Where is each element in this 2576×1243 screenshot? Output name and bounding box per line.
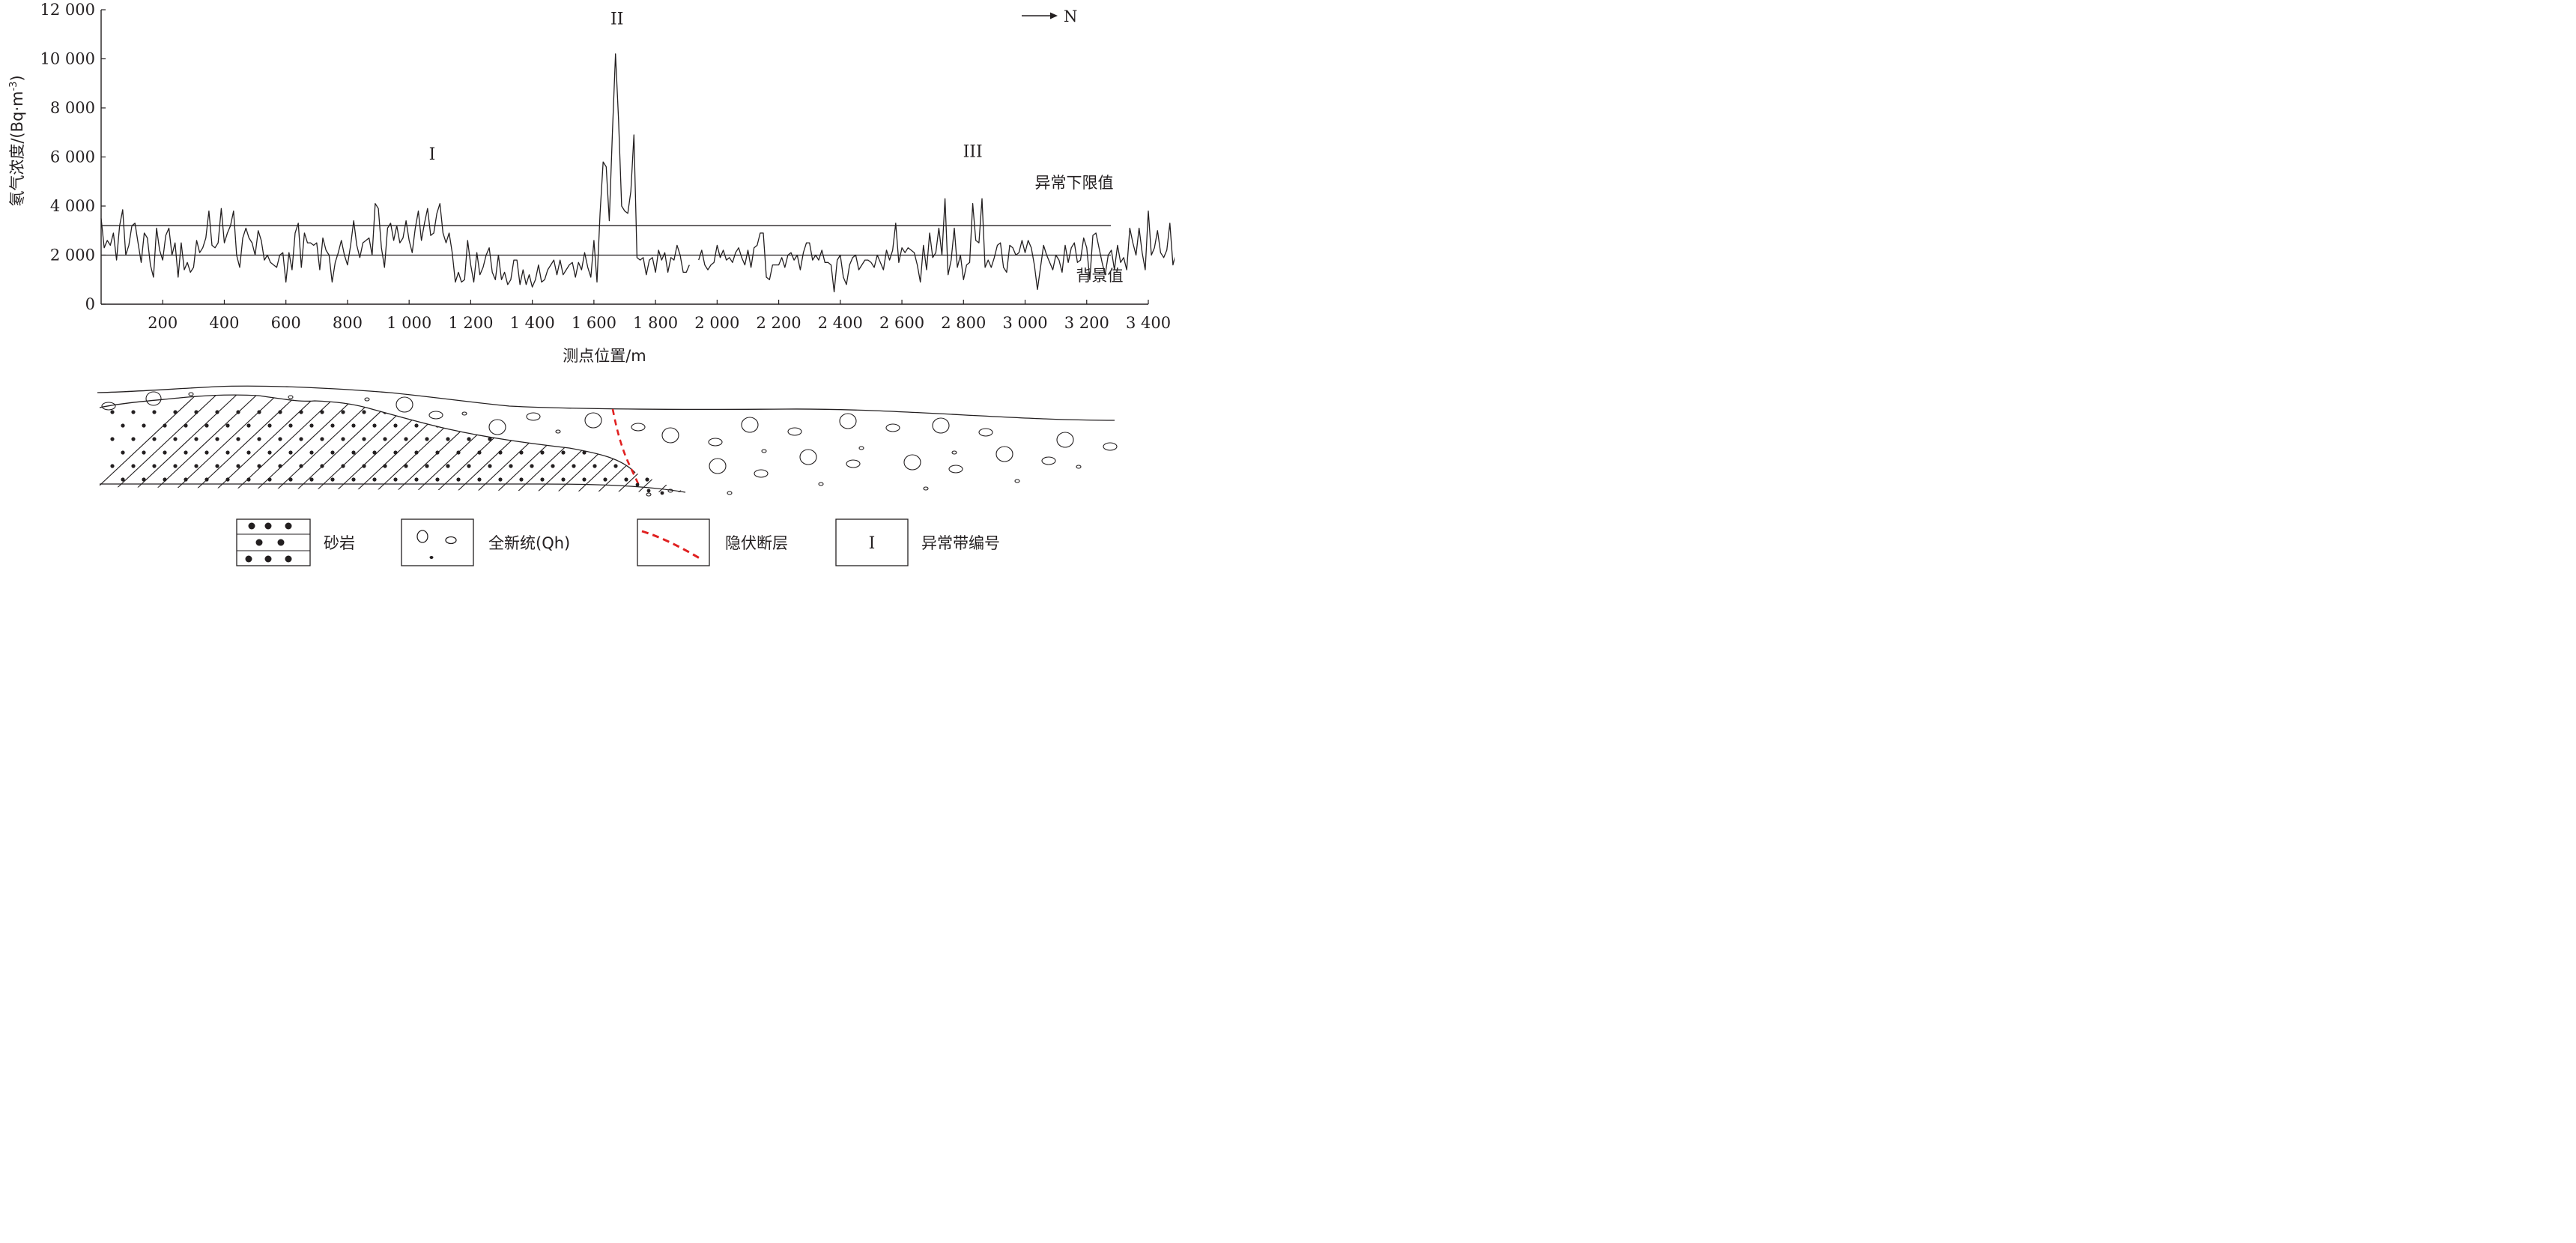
y-tick-label: 12 000 bbox=[40, 1, 95, 19]
y-tick-label: 10 000 bbox=[40, 50, 95, 68]
x-tick-label: 800 bbox=[333, 314, 363, 332]
x-ticks: 200 400 600 800 1 000 1 200 1 400 1 600 1 800 2 0… bbox=[148, 300, 1171, 332]
x-tick-label: 2 400 bbox=[818, 314, 863, 332]
legend-item-anomaly-id: I 异常带编号 bbox=[835, 518, 1000, 566]
x-tick-label: 2 800 bbox=[941, 314, 986, 332]
anomaly-zone-label: III bbox=[963, 143, 983, 162]
x-tick-label: 1 800 bbox=[633, 314, 678, 332]
x-tick-label: 2 600 bbox=[879, 314, 924, 332]
hidden-fault-line bbox=[611, 408, 640, 486]
legend-label-anomaly-id: 异常带编号 bbox=[921, 534, 1000, 552]
anomaly-zone-label: II bbox=[610, 10, 623, 29]
x-tick-label: 2 200 bbox=[757, 314, 801, 332]
x-tick-label: 1 000 bbox=[387, 314, 431, 332]
anomaly-zone-label: I bbox=[429, 145, 436, 164]
y-tick-label: 8 000 bbox=[50, 99, 95, 117]
radon-series-line bbox=[698, 198, 1175, 293]
x-tick-label: 3 200 bbox=[1064, 314, 1109, 332]
x-axis-label: 测点位置/m bbox=[563, 347, 646, 365]
y-ticks: 0 2 000 4 000 6 000 8 000 10 000 12 000 bbox=[40, 1, 106, 313]
red-dashed-fault-icon bbox=[637, 518, 710, 566]
legend-symbol-roman-one: I bbox=[869, 534, 876, 553]
x-tick-label: 200 bbox=[148, 314, 178, 332]
x-tick-label: 1 400 bbox=[510, 314, 555, 332]
legend-item-holocene: 全新统(Qh) bbox=[401, 518, 570, 566]
sandstone-boundary-line bbox=[99, 394, 636, 474]
legend: 砂岩 全新统(Qh) 隐伏断层 I 异常带编号 bbox=[236, 518, 1000, 566]
y-tick-label: 2 000 bbox=[50, 247, 95, 264]
legend-item-fault: 隐伏断层 bbox=[637, 518, 788, 566]
y-tick-label: 0 bbox=[85, 295, 95, 313]
x-tick-label: 1 600 bbox=[572, 314, 616, 332]
y-tick-label: 6 000 bbox=[50, 148, 95, 166]
reference-label-background: 背景值 bbox=[1076, 267, 1124, 285]
x-tick-label: 400 bbox=[209, 314, 239, 332]
sandstone-body bbox=[100, 395, 685, 492]
north-label: N bbox=[1064, 7, 1077, 25]
north-arrow: N bbox=[1022, 7, 1077, 25]
x-tick-label: 3 000 bbox=[1002, 314, 1047, 332]
legend-label-fault: 隐伏断层 bbox=[725, 534, 788, 552]
reference-lines bbox=[101, 225, 1111, 256]
section-base-line bbox=[100, 483, 686, 493]
sandstone-pattern-icon bbox=[236, 518, 311, 566]
x-tick-label: 600 bbox=[271, 314, 301, 332]
radon-series-line bbox=[100, 53, 690, 288]
x-tick-label: 2 000 bbox=[694, 314, 739, 332]
ground-surface-line bbox=[97, 385, 1115, 421]
legend-label-sandstone: 砂岩 bbox=[324, 534, 355, 552]
roman-numeral-icon bbox=[835, 518, 909, 566]
y-axis-label: 氡气浓度/(Bq·m-3) bbox=[8, 75, 26, 206]
radon-profile-figure: 200 400 600 800 1 000 1 200 1 400 1 600 1 800 2 0… bbox=[8, 1, 1175, 566]
legend-label-holocene: 全新统(Qh) bbox=[488, 534, 570, 552]
holocene-gravel-icon bbox=[401, 518, 474, 566]
x-tick-label: 3 400 bbox=[1126, 314, 1171, 332]
x-tick-label: 1 200 bbox=[448, 314, 493, 332]
radon-chart: 200 400 600 800 1 000 1 200 1 400 1 600 1 800 2 0… bbox=[8, 1, 1175, 365]
geological-cross-section bbox=[97, 385, 1118, 497]
y-tick-label: 4 000 bbox=[50, 197, 95, 215]
holocene-pebbles bbox=[101, 391, 1118, 497]
radon-series bbox=[100, 53, 1175, 293]
arrow-head-icon bbox=[1050, 12, 1058, 19]
legend-item-sandstone: 砂岩 bbox=[236, 518, 355, 566]
reference-label-lower-limit: 异常下限值 bbox=[1035, 174, 1114, 192]
